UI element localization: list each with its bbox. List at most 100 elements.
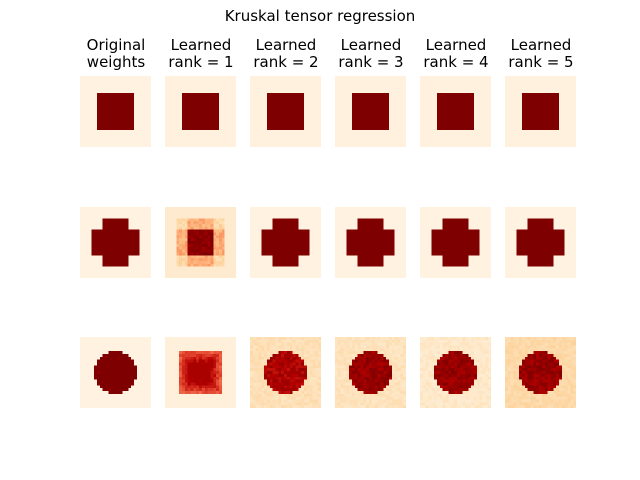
heatmap-cell <box>462 115 466 119</box>
heatmap-cell <box>210 76 214 79</box>
heatmap-cell <box>315 135 319 139</box>
heatmap-cell <box>88 124 92 128</box>
heatmap-cell <box>125 260 129 264</box>
heatmap-cell <box>527 81 531 85</box>
heatmap-cell <box>434 101 438 105</box>
heatmap-cell <box>318 78 321 82</box>
heatmap-cell <box>230 110 234 113</box>
heatmap-cell <box>99 110 103 113</box>
heatmap-cell <box>213 241 217 244</box>
heatmap-cell <box>349 76 353 79</box>
heatmap-cell <box>510 107 514 111</box>
heatmap-cell <box>167 135 171 139</box>
heatmap-cell <box>221 135 225 139</box>
heatmap-cell <box>190 238 194 242</box>
heatmap-cell <box>99 218 103 222</box>
heatmap-cell <box>85 215 89 219</box>
heatmap-cell <box>221 212 225 216</box>
heatmap-cell <box>216 129 220 133</box>
heatmap-cell <box>318 132 321 136</box>
heatmap-cell <box>230 218 234 222</box>
heatmap-cell <box>201 127 205 131</box>
heatmap-cell <box>133 101 137 105</box>
heatmap-cell <box>366 115 370 119</box>
heatmap-cell <box>255 98 259 102</box>
heatmap-cell <box>561 115 565 119</box>
heatmap-cell <box>298 138 302 142</box>
heatmap-cell <box>292 81 296 85</box>
heatmap-cell <box>303 90 307 94</box>
heatmap-cell <box>524 138 528 142</box>
heatmap-cell <box>170 218 174 222</box>
heatmap-cell <box>420 115 423 119</box>
heatmap-cell <box>343 90 347 94</box>
heatmap-cell <box>391 127 395 131</box>
heatmap-cell <box>258 138 262 142</box>
heatmap-cell <box>233 269 236 273</box>
heatmap-cell <box>479 81 483 85</box>
heatmap-cell <box>281 93 285 96</box>
heatmap-cell <box>190 76 194 79</box>
heatmap-cell <box>295 144 299 147</box>
heatmap-cell <box>539 87 542 91</box>
column-title-line: rank = 3 <box>338 53 404 71</box>
heatmap-cell <box>507 87 511 91</box>
heatmap-cell <box>125 246 129 250</box>
heatmap-cell <box>170 232 174 236</box>
heatmap-cell <box>142 112 146 116</box>
heatmap-cell <box>111 275 115 278</box>
heatmap-cell <box>114 212 117 216</box>
heatmap-cell <box>281 76 285 79</box>
heatmap-cell <box>170 141 174 145</box>
heatmap-cell <box>454 115 457 119</box>
heatmap-cell <box>88 98 92 102</box>
heatmap-cell <box>176 249 180 253</box>
heatmap-cell <box>196 84 200 88</box>
heatmap-cell <box>142 212 146 216</box>
heatmap-cell <box>524 124 528 128</box>
heatmap-cell <box>488 144 491 147</box>
heatmap-cell <box>233 241 236 244</box>
heatmap-cell <box>148 76 151 79</box>
heatmap-cell <box>233 249 236 253</box>
heatmap-cell <box>204 252 208 256</box>
heatmap-cell <box>133 118 137 122</box>
heatmap-cell <box>218 260 222 264</box>
heatmap-cell <box>315 141 319 145</box>
heatmap-cell <box>221 243 225 247</box>
heatmap-cell <box>524 121 528 125</box>
heatmap-cell <box>80 115 83 119</box>
heatmap-cell <box>199 269 202 273</box>
heatmap-cell <box>111 76 115 79</box>
heatmap-cell <box>218 238 222 242</box>
heatmap-cell <box>139 266 143 270</box>
heatmap-cell <box>136 110 140 113</box>
heatmap-cell <box>196 235 200 239</box>
heatmap-cell <box>428 141 432 145</box>
heatmap-cell <box>261 110 265 113</box>
heatmap-cell <box>111 232 115 236</box>
heatmap-cell <box>170 212 174 216</box>
heatmap-cell <box>233 138 236 142</box>
heatmap-cell <box>510 101 514 105</box>
heatmap-cell <box>227 218 231 222</box>
heatmap-cell <box>165 90 168 94</box>
heatmap-cell <box>530 98 534 102</box>
heatmap-cell <box>173 127 177 131</box>
heatmap-cell <box>397 112 401 116</box>
heatmap-cell <box>371 124 375 128</box>
heatmap-cell <box>216 255 220 259</box>
heatmap-cell <box>261 144 265 147</box>
heatmap-cell <box>261 76 265 79</box>
heatmap-cell <box>145 215 149 219</box>
heatmap-cell <box>573 101 576 105</box>
heatmap-cell <box>258 90 262 94</box>
heatmap-cell <box>459 81 463 85</box>
heatmap-cell <box>108 144 112 147</box>
heatmap-cell <box>193 93 197 96</box>
heatmap-cell <box>179 246 183 250</box>
heatmap-cell <box>224 249 228 253</box>
heatmap-cell <box>122 144 126 147</box>
heatmap-cell <box>114 135 117 139</box>
heatmap-cell <box>527 138 531 142</box>
